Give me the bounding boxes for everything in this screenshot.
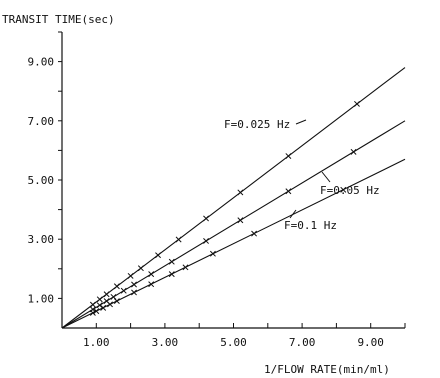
data-point [168, 271, 175, 278]
data-point-stroke [89, 309, 96, 316]
data-point-stroke [203, 215, 210, 222]
data-point-stroke [96, 296, 103, 303]
data-point [209, 250, 216, 257]
data-point [237, 217, 244, 224]
series-annotation-label: F=0.05 Hz [320, 184, 380, 197]
annotation-leader [289, 209, 297, 219]
data-point [110, 293, 117, 300]
data-point [100, 304, 107, 311]
data-point [155, 252, 161, 259]
data-point [148, 271, 155, 278]
tick-labels: 1.00 3.00 5.00 7.00 9.00 1.00 3.00 5.00 7.00 9.00 [28, 56, 384, 349]
data-point [203, 215, 210, 222]
data-point [251, 230, 258, 237]
data-point [113, 298, 120, 305]
fit-lines [61, 67, 406, 329]
x-tick-label: 9.00 [357, 336, 384, 349]
data-point-stroke [251, 230, 258, 237]
data-point-stroke [107, 301, 113, 308]
data-point-stroke [120, 287, 127, 294]
data-point-stroke [350, 148, 357, 155]
series-annotations: F=0.025 Hz F=0.05 Hz F=0.1 Hz [224, 118, 380, 232]
tick-marks [58, 31, 406, 328]
data-point [350, 148, 357, 155]
data-point-stroke [237, 217, 244, 224]
data-point-stroke [182, 264, 189, 271]
x-tick-label: 7.00 [289, 336, 316, 349]
data-point [131, 289, 137, 296]
data-point [131, 281, 137, 288]
data-point-stroke [131, 289, 137, 296]
y-tick-label: 5.00 [28, 174, 55, 187]
y-tick-label: 3.00 [28, 233, 55, 246]
data-point [203, 238, 210, 244]
data-point [96, 302, 103, 309]
data-point-stroke [285, 188, 292, 195]
data-point [89, 301, 96, 308]
y-tick-label: 7.00 [28, 115, 55, 128]
x-tick-label: 3.00 [152, 336, 179, 349]
data-point [237, 189, 244, 196]
data-point-stroke [237, 189, 244, 196]
data-point [107, 301, 113, 308]
y-axis-label: TRANSIT TIME(sec) [2, 13, 115, 26]
data-points [89, 100, 360, 316]
data-point-stroke [110, 293, 117, 300]
fit-line-series-0 [61, 67, 406, 329]
data-point-stroke [285, 153, 292, 159]
y-tick-label: 9.00 [28, 56, 55, 69]
data-point-stroke [113, 283, 120, 290]
annotation-leader [321, 171, 331, 183]
data-point-stroke [113, 298, 120, 305]
data-point-stroke [175, 236, 182, 243]
data-point-stroke [155, 252, 161, 259]
data-point-stroke [93, 308, 100, 315]
data-point [285, 153, 292, 159]
data-point-stroke [137, 265, 144, 272]
series-annotation-label: F=0.1 Hz [284, 219, 337, 232]
data-point [89, 309, 96, 316]
data-point [113, 283, 120, 290]
data-point-stroke [89, 301, 96, 308]
data-point-stroke [96, 302, 103, 309]
data-point-stroke [209, 250, 216, 257]
data-point [148, 281, 155, 288]
data-point-stroke [127, 272, 134, 279]
data-point [127, 272, 134, 279]
data-point [137, 265, 144, 272]
data-point-stroke [103, 298, 110, 305]
data-point [168, 258, 175, 265]
data-point [340, 186, 347, 193]
data-point-stroke [131, 281, 137, 288]
data-point-stroke [203, 238, 210, 244]
data-point-stroke [168, 258, 175, 265]
data-point [354, 100, 360, 107]
data-point [93, 308, 100, 315]
data-point [182, 264, 189, 271]
fit-line-series-2 [61, 158, 406, 329]
data-point-stroke [103, 291, 110, 298]
data-point-stroke [148, 281, 155, 288]
y-tick-label: 1.00 [28, 292, 55, 305]
x-axis-label: 1/FLOW RATE(min/ml) [264, 363, 390, 376]
data-point-stroke [340, 186, 347, 193]
data-point [175, 236, 182, 243]
data-point [285, 188, 292, 195]
data-point [96, 296, 103, 303]
axes [61, 32, 405, 329]
data-point-stroke [168, 271, 175, 278]
x-tick-label: 1.00 [83, 336, 110, 349]
data-point [103, 291, 110, 298]
data-point [120, 287, 127, 294]
x-tick-label: 5.00 [220, 336, 247, 349]
annotation-leader [295, 119, 307, 125]
data-point-stroke [354, 100, 360, 107]
series-annotation-label: F=0.025 Hz [224, 118, 290, 131]
data-point-stroke [148, 271, 155, 278]
fit-line-series-1 [61, 120, 406, 329]
data-point-stroke [100, 304, 107, 311]
